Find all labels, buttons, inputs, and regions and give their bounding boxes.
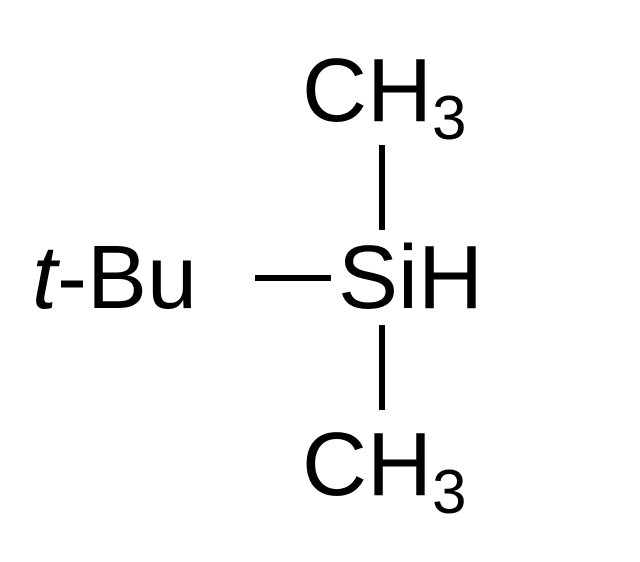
tbu-bu: Bu: [87, 228, 197, 328]
top-ch: CH: [302, 41, 432, 141]
tbu-hyphen: -: [57, 228, 87, 328]
h-atom: H: [418, 228, 483, 328]
top-sub3: 3: [432, 84, 466, 153]
center-label: SiH: [338, 233, 483, 323]
si-atom: Si: [338, 228, 418, 328]
bottom-methyl-label: CH3: [302, 420, 466, 510]
bottom-sub3: 3: [432, 458, 466, 527]
tbu-t: t: [32, 228, 57, 328]
tbu-group-label: t-Bu: [32, 233, 197, 323]
bond-tbu-si: [255, 275, 331, 281]
molecule-diagram: t-Bu SiH CH3 CH3: [0, 0, 640, 562]
bond-si-top-ch3: [379, 145, 385, 230]
bottom-ch: CH: [302, 415, 432, 515]
top-methyl-label: CH3: [302, 46, 466, 136]
bond-si-bottom-ch3: [379, 325, 385, 410]
